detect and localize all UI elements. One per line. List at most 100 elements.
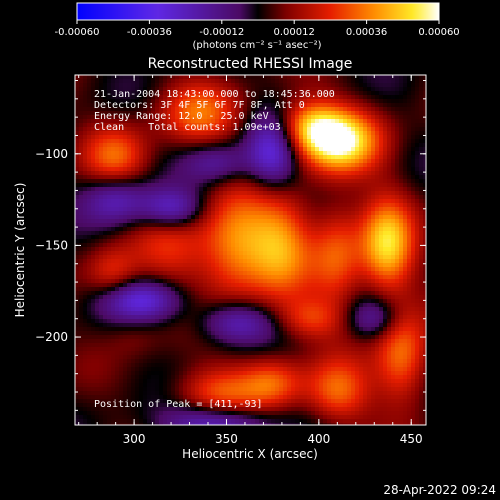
heatmap-cell <box>291 391 296 396</box>
heatmap-cell <box>215 95 220 100</box>
heatmap-cell <box>123 315 128 320</box>
heatmap-cell <box>223 219 228 224</box>
heatmap-cell <box>131 263 136 268</box>
heatmap-cell <box>143 223 148 228</box>
heatmap-cell <box>279 315 284 320</box>
heatmap-cell <box>263 255 268 260</box>
heatmap-cell <box>259 223 264 228</box>
heatmap-cell <box>255 167 260 172</box>
heatmap-cell <box>239 395 244 400</box>
heatmap-cell <box>219 139 224 144</box>
heatmap-cell <box>231 251 236 256</box>
heatmap-cell <box>139 235 144 240</box>
heatmap-cell <box>131 359 136 364</box>
heatmap-cell <box>223 423 228 426</box>
heatmap-cell <box>251 115 256 120</box>
heatmap-cell <box>87 387 92 392</box>
heatmap-cell <box>123 347 128 352</box>
heatmap-cell <box>147 259 152 264</box>
heatmap-cell <box>191 395 196 400</box>
heatmap-cell <box>99 375 104 380</box>
heatmap-cell <box>251 375 256 380</box>
heatmap-cell <box>127 271 132 276</box>
heatmap-cell <box>79 323 84 328</box>
heatmap-cell <box>223 139 228 144</box>
heatmap-cell <box>147 171 152 176</box>
heatmap-cell <box>175 339 180 344</box>
heatmap-cell <box>251 299 256 304</box>
heatmap-cell <box>79 155 84 160</box>
heatmap-cell <box>99 183 104 188</box>
heatmap-cell <box>127 203 132 208</box>
heatmap-cell <box>207 199 212 204</box>
heatmap-cell <box>263 147 268 152</box>
heatmap-cell <box>99 359 104 364</box>
heatmap-cell <box>159 223 164 228</box>
heatmap-cell <box>163 371 168 376</box>
heatmap-cell <box>195 99 200 104</box>
heatmap-cell <box>283 143 288 148</box>
heatmap-cell <box>123 399 128 404</box>
heatmap-cell <box>219 395 224 400</box>
heatmap-cell <box>139 383 144 388</box>
heatmap-cell <box>127 339 132 344</box>
heatmap-cell <box>243 231 248 236</box>
heatmap-cell <box>187 391 192 396</box>
heatmap-cell <box>287 323 292 328</box>
heatmap-cell <box>231 219 236 224</box>
heatmap-cell <box>227 327 232 332</box>
heatmap-cell <box>231 111 236 116</box>
heatmap-cell <box>175 267 180 272</box>
heatmap-cell <box>143 363 148 368</box>
heatmap-cell <box>183 239 188 244</box>
heatmap-cell <box>203 359 208 364</box>
heatmap-cell <box>227 339 232 344</box>
heatmap-cell <box>215 383 220 388</box>
heatmap-cell <box>139 99 144 104</box>
heatmap-cell <box>243 119 248 124</box>
heatmap-cell <box>103 267 108 272</box>
heatmap-cell <box>227 155 232 160</box>
heatmap-cell <box>211 195 216 200</box>
heatmap-cell <box>255 359 260 364</box>
heatmap-cell <box>147 303 152 308</box>
heatmap-cell <box>167 147 172 152</box>
heatmap-cell <box>195 259 200 264</box>
heatmap-cell <box>267 103 272 108</box>
heatmap-cell <box>287 183 292 188</box>
heatmap-cell <box>275 211 280 216</box>
heatmap-cell <box>263 143 268 148</box>
heatmap-cell <box>131 91 136 96</box>
heatmap-cell <box>155 91 160 96</box>
heatmap-cell <box>291 291 296 296</box>
heatmap-cell <box>227 183 232 188</box>
heatmap-cell <box>179 275 184 280</box>
heatmap-cell <box>207 171 212 176</box>
heatmap-cell <box>219 199 224 204</box>
heatmap-cell <box>247 411 252 416</box>
heatmap-cell <box>83 343 88 348</box>
heatmap-cell <box>151 251 156 256</box>
heatmap-cell <box>279 135 284 140</box>
heatmap-cell <box>79 139 84 144</box>
heatmap-cell <box>283 267 288 272</box>
heatmap-cell <box>83 79 88 84</box>
heatmap-cell <box>151 307 156 312</box>
heatmap-cell <box>187 199 192 204</box>
heatmap-cell <box>107 187 112 192</box>
heatmap-cell <box>195 275 200 280</box>
heatmap-cell <box>263 307 268 312</box>
heatmap-cell <box>211 359 216 364</box>
heatmap-cell <box>179 259 184 264</box>
heatmap-cell <box>143 239 148 244</box>
heatmap-cell <box>191 111 196 116</box>
heatmap-cell <box>291 123 296 128</box>
heatmap-cell <box>191 343 196 348</box>
heatmap-cell <box>287 147 292 152</box>
heatmap-cell <box>215 99 220 104</box>
heatmap-cell <box>267 143 272 148</box>
heatmap-cell <box>163 95 168 100</box>
heatmap-cell <box>127 415 132 420</box>
heatmap-cell <box>147 99 152 104</box>
heatmap-cell <box>295 159 300 164</box>
